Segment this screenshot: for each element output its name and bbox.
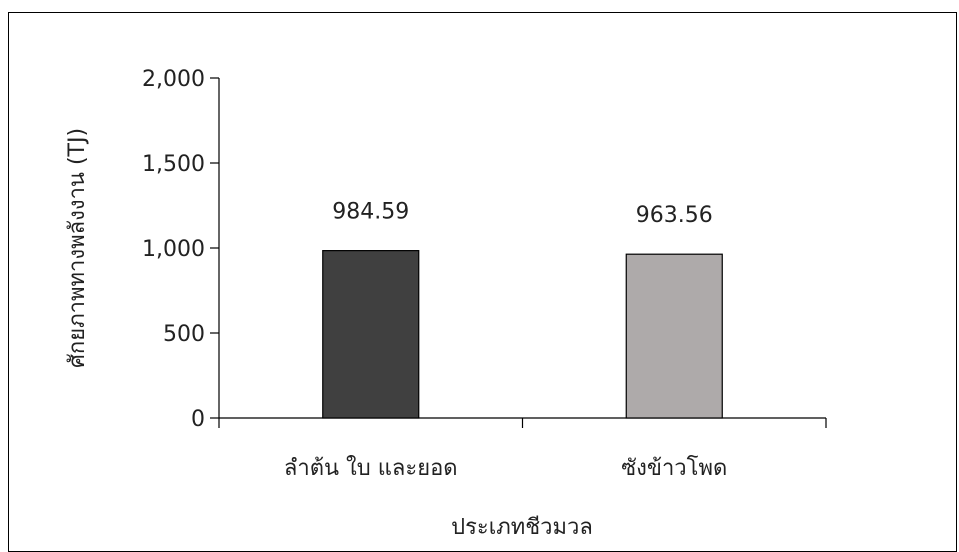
y-axis-title: ศักยภาพทางพลังงาน (TJ): [65, 128, 90, 368]
y-tick-label: 2,000: [142, 67, 205, 92]
x-axis: ลำต้น ใบ และยอด ซังข้าวโพด: [218, 417, 827, 481]
y-tick-label: 1,000: [142, 237, 205, 262]
x-category-label: ลำต้น ใบ และยอด: [284, 455, 458, 481]
y-tick-label: 500: [163, 322, 205, 347]
bar-1: [322, 250, 420, 419]
y-axis: 0 500 1,000 1,500 2,000: [142, 67, 220, 432]
chart-frame: [8, 12, 957, 552]
bar-2: [625, 253, 723, 419]
y-tick-label: 1,500: [142, 152, 205, 177]
data-label: 963.56: [636, 203, 713, 228]
x-axis-title: ประเภทชีวมวล: [451, 515, 593, 540]
bars: [322, 250, 723, 419]
data-label: 984.59: [332, 200, 409, 225]
x-category-label: ซังข้าวโพด: [621, 455, 727, 481]
data-labels: 984.59 963.56: [332, 200, 712, 229]
y-tick-label: 0: [191, 407, 205, 432]
